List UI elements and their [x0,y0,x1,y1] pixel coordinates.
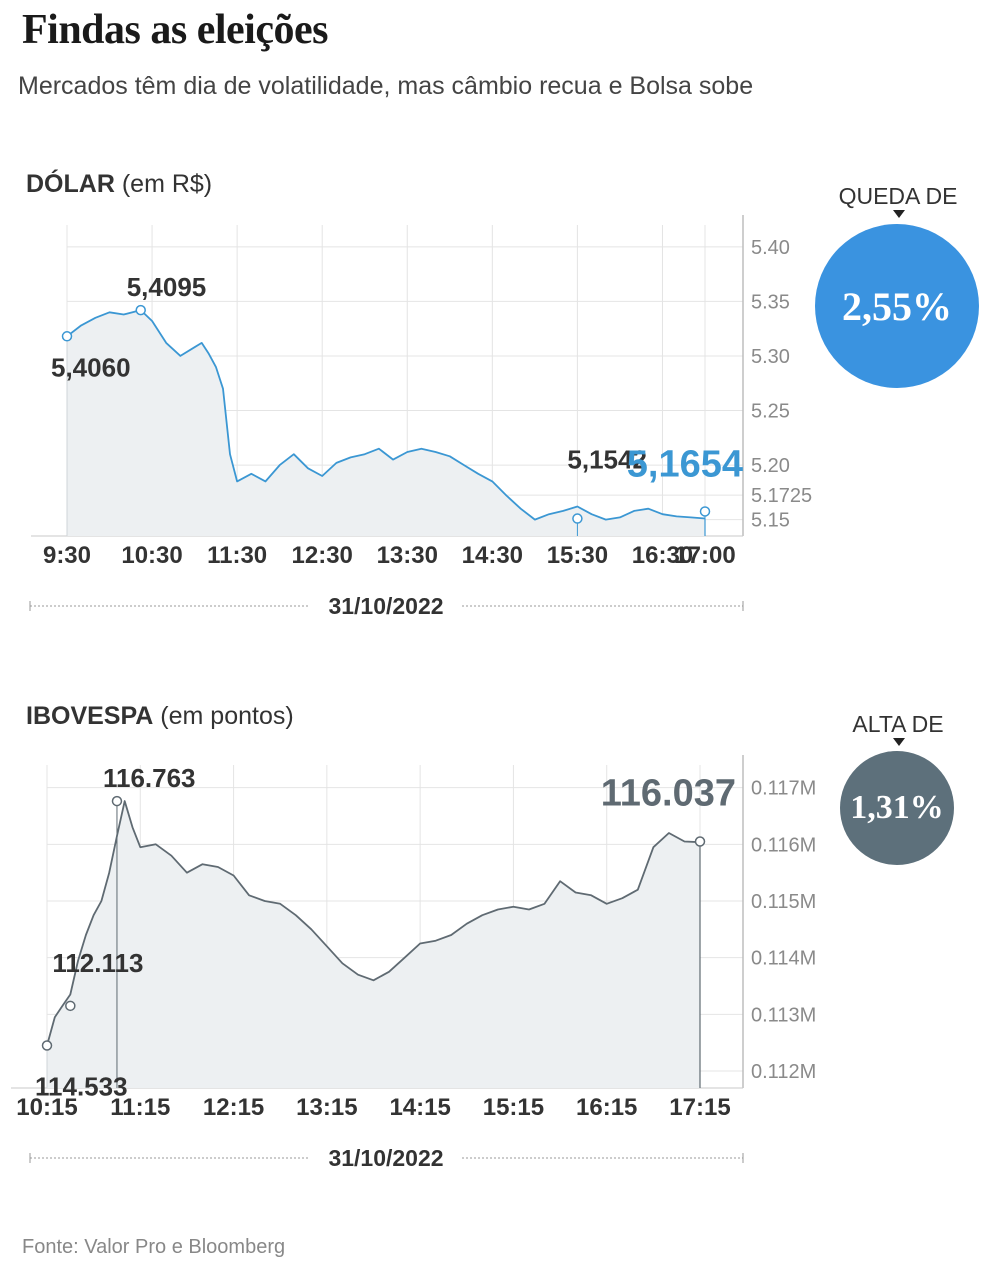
dolar-annotation-label: 5,4060 [51,352,131,382]
ibov-annotation-label: 114.533 [35,1072,128,1102]
page-title: Findas as eleições [22,7,328,53]
dolar-x-tick-label: 11:30 [207,542,267,569]
dolar-annotation-marker [699,506,711,517]
dolar-badge-label: QUEDA DE [838,183,958,209]
dolar-annotation-marker [135,304,146,316]
ibov-annotation-marker [41,1040,53,1051]
ibov-y-tick-label: 0.116M [751,834,816,856]
ibov-series-line [46,800,701,1046]
dolar-x-tick-label: 17:00 [674,542,735,569]
ibov-badge-label: ALTA DE [852,711,944,737]
dolar-y-tick-label: 5.30 [751,346,790,368]
dolar-date-label: 31/10/2022 [328,593,443,619]
dolar-x-tick-label: 15:30 [547,542,608,569]
ibov-annotation-marker [694,836,706,847]
dolar-y-tick-label: 5.20 [751,455,790,477]
ibov-annotation-marker [65,1000,76,1012]
dolar-x-tick-label: 16:30 [632,542,693,569]
ibov-annotation-label: 112.113 [52,948,143,978]
ibov-x-tick-label: 16:15 [576,1094,637,1121]
dolar-annotation-label: 5,1654 [627,443,743,485]
ibov-x-tick-label: 10:15 [16,1094,77,1121]
dolar-y-tick-label: 5.15 [751,510,790,532]
dolar-x-tick-label: 12:30 [292,542,353,569]
ibov-title-bold: IBOVESPA [26,702,154,730]
ibov-change-badge: 1,31% [840,751,954,865]
dolar-title: DÓLAR (em R$) [26,170,212,199]
ibov-x-tick-label: 11:15 [110,1094,170,1121]
ibov-date-label-bg [310,1144,460,1172]
source-note: Fonte: Valor Pro e Bloomberg [22,1236,286,1258]
ibov-x-tick-label: 13:15 [296,1094,357,1121]
ibov-y-tick-label: 0.114M [751,948,816,970]
dolar-x-tick-label: 13:30 [377,542,438,569]
ibov-x-tick-label: 15:15 [483,1094,544,1121]
dolar-x-tick-label: 14:30 [462,542,523,569]
dolar-annotation-marker [61,331,73,342]
dolar-y-tick-label: 5.1725 [751,485,812,507]
dolar-y-tick-label: 5.40 [751,237,790,259]
ibov-annotation-marker [111,795,123,807]
dolar-annotation-label: 5,4095 [127,272,207,302]
ibov-date-label: 31/10/2022 [328,1145,443,1171]
dolar-y-tick-label: 5.35 [751,291,790,313]
dolar-change-badge: 2,55% [815,224,979,388]
ibov-annotation-label: 116.037 [601,773,736,815]
ibov-x-tick-label: 14:15 [389,1094,450,1121]
dolar-area [67,310,705,536]
dolar-annotation-marker [572,513,583,524]
ibov-x-tick-label: 12:15 [203,1094,264,1121]
dolar-y-tick-label: 5.25 [751,401,790,423]
page-subtitle: Mercados têm dia de volatilidade, mas câ… [18,72,754,100]
ibov-area [47,801,700,1088]
dolar-x-tick-label: 9:30 [43,542,91,569]
ibov-title: IBOVESPA (em pontos) [26,702,294,731]
ibov-chart: 0.117M 0.116M 0.115M 0.114M 0.113M 0.112M 116.… [11,755,816,1172]
dolar-title-unit: (em R$) [121,170,213,198]
dolar-title-bold: DÓLAR [26,170,115,198]
ibov-change-value: 1,31% [850,789,944,826]
dolar-x-tick-label: 10:30 [121,542,182,569]
ibov-y-tick-label: 0.112M [751,1061,816,1083]
ibov-annotation-label: 116.763 [103,763,196,793]
dolar-badge-arrow [893,210,905,218]
dolar-change-value: 2,55% [842,283,952,329]
ibov-badge-arrow [893,738,905,746]
ibov-y-tick-label: 0.113M [751,1004,816,1026]
ibov-y-tick-label: 0.117M [751,778,816,800]
dolar-chart: 5.40 5.35 5.30 5.25 5.20 5.1725 5.15 5,4095 5,40… [29,215,812,620]
dolar-date-label-bg [310,592,460,620]
dolar-series-line [66,309,706,521]
dolar-annotation-label: 5,1542 [567,445,647,475]
ibov-title-unit: (em pontos) [160,702,294,730]
ibov-x-tick-label: 17:15 [669,1094,730,1121]
ibov-y-tick-label: 0.115M [751,891,816,913]
